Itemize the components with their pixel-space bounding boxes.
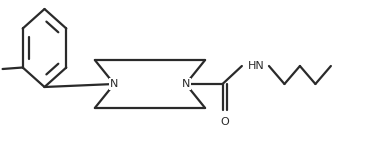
Text: N: N — [182, 79, 190, 89]
Text: O: O — [221, 117, 229, 127]
Text: HN: HN — [248, 61, 264, 71]
Text: N: N — [110, 79, 118, 89]
